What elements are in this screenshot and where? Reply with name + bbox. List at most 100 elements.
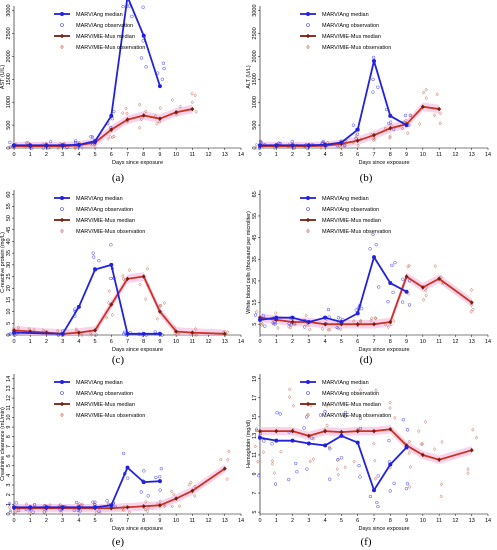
panel-label: (a) [112, 172, 125, 184]
mus-observation-marker [439, 275, 443, 280]
mus-observation-marker [466, 467, 470, 472]
legend-label: MARV/MIE-Mus median [76, 402, 135, 408]
legend-label: MARV/Ang median [322, 380, 369, 386]
ang-observation-marker [158, 488, 162, 492]
x-tick-label: 12 [452, 518, 458, 524]
x-tick-label: 12 [206, 518, 212, 524]
mus-observation-marker [272, 146, 277, 150]
mus-median-marker [190, 106, 195, 112]
mus-observation-marker [226, 457, 230, 462]
y-tick-label: 25 [252, 278, 258, 284]
ang-observation-marker [273, 322, 277, 326]
x-tick-label: 11 [436, 152, 442, 158]
y-tick-label: 8 [6, 435, 12, 438]
mus-observation-marker [121, 273, 125, 278]
x-tick-label: 8 [142, 152, 145, 158]
mus-median-marker [141, 503, 146, 509]
mus-observation-marker [93, 144, 97, 149]
ang-observation-marker [142, 469, 146, 473]
mus-observation-marker [327, 445, 332, 450]
ang-median-marker [157, 84, 162, 89]
y-tick-label: 17 [252, 395, 258, 401]
ang-median-marker [109, 262, 114, 267]
mus-median-marker [437, 457, 442, 463]
ang-median-marker [141, 33, 146, 38]
x-tick-label: 3 [307, 518, 310, 524]
x-tick-label: 2 [45, 518, 48, 524]
x-tick-label: 10 [173, 339, 179, 345]
y-tick-label: 1 [6, 503, 12, 506]
x-tick-label: 9 [405, 518, 408, 524]
mus-observation-marker [172, 492, 176, 497]
ang-observation-marker [401, 418, 405, 422]
legend-swatch-marker [306, 12, 310, 16]
panel-label: (f) [361, 536, 372, 548]
ang-median-line [259, 256, 407, 323]
y-tick-label: 35 [252, 256, 258, 262]
x-tick-label: 13 [469, 339, 475, 345]
mus-observation-marker [469, 303, 474, 308]
mus-observation-marker [189, 480, 193, 485]
y-axis-title: Hemoglobin (mg/dl) [246, 420, 252, 468]
ang-median-marker [12, 505, 16, 510]
x-tick-label: 3 [61, 339, 64, 345]
mus-observation-marker [389, 123, 393, 128]
x-tick-label: 9 [158, 518, 161, 524]
ang-observation-marker [405, 482, 410, 486]
x-tick-label: 9 [158, 339, 161, 345]
y-axis-title: AST (U/L) [0, 65, 6, 90]
mus-observation-marker [438, 121, 442, 126]
y-tick-label: 15 [252, 414, 258, 420]
y-tick-label: 45 [6, 227, 12, 233]
mus-observation-marker [256, 459, 260, 464]
ang-observation-marker [391, 290, 395, 295]
legend-label: MARV/Ang observation [322, 207, 379, 213]
ang-observation-marker [16, 508, 21, 513]
ang-observation-marker [278, 412, 282, 416]
legend-label: MARV/MIE-Mus observation [322, 229, 391, 235]
ang-observation-marker [310, 436, 314, 440]
ang-observation-marker [109, 276, 113, 281]
ang-observation-marker [351, 123, 356, 127]
x-tick-label: 12 [206, 339, 212, 345]
ang-observation-marker [8, 140, 12, 145]
x-tick-label: 7 [372, 518, 375, 524]
mus-observation-marker [335, 467, 339, 472]
mus-observation-marker [424, 293, 428, 298]
y-tick-label: 15 [252, 299, 258, 305]
mus-observation-marker [388, 400, 392, 405]
ang-median-marker [93, 267, 98, 272]
ang-median-line [259, 435, 408, 492]
mus-median-marker [125, 117, 130, 122]
mus-observation-marker [260, 321, 264, 326]
ang-observation-marker [122, 330, 127, 334]
ang-median-marker [44, 143, 49, 148]
ang-observation-marker [303, 325, 307, 329]
mus-observation-marker [88, 331, 93, 336]
y-tick-label: 10 [6, 414, 12, 420]
legend-swatch-marker [60, 207, 64, 211]
legend-swatch-marker [306, 391, 310, 395]
mus-observation-marker [388, 134, 392, 139]
mus-observation-marker [74, 146, 78, 150]
ang-median-marker [339, 320, 344, 325]
ang-observation-marker [146, 494, 150, 498]
ang-observation-marker [371, 77, 375, 82]
y-tick-label: 13 [6, 385, 12, 391]
mus-ribbon [14, 104, 193, 148]
mus-observation-marker [424, 96, 428, 101]
mus-median-marker [174, 329, 179, 334]
x-tick-label: 3 [307, 152, 310, 158]
x-tick-label: 12 [452, 339, 458, 345]
y-tick-label: 9 [252, 472, 258, 475]
mus-observation-marker [162, 300, 167, 305]
mus-observation-marker [157, 119, 161, 124]
ang-observation-marker [295, 470, 299, 474]
x-tick-label: 3 [61, 152, 64, 158]
x-tick-label: 7 [126, 518, 129, 524]
mus-observation-marker [124, 106, 128, 111]
x-tick-label: 5 [94, 339, 97, 345]
x-tick-label: 5 [94, 518, 97, 524]
mus-median-marker [222, 331, 227, 337]
mus-observation-marker [374, 316, 378, 321]
